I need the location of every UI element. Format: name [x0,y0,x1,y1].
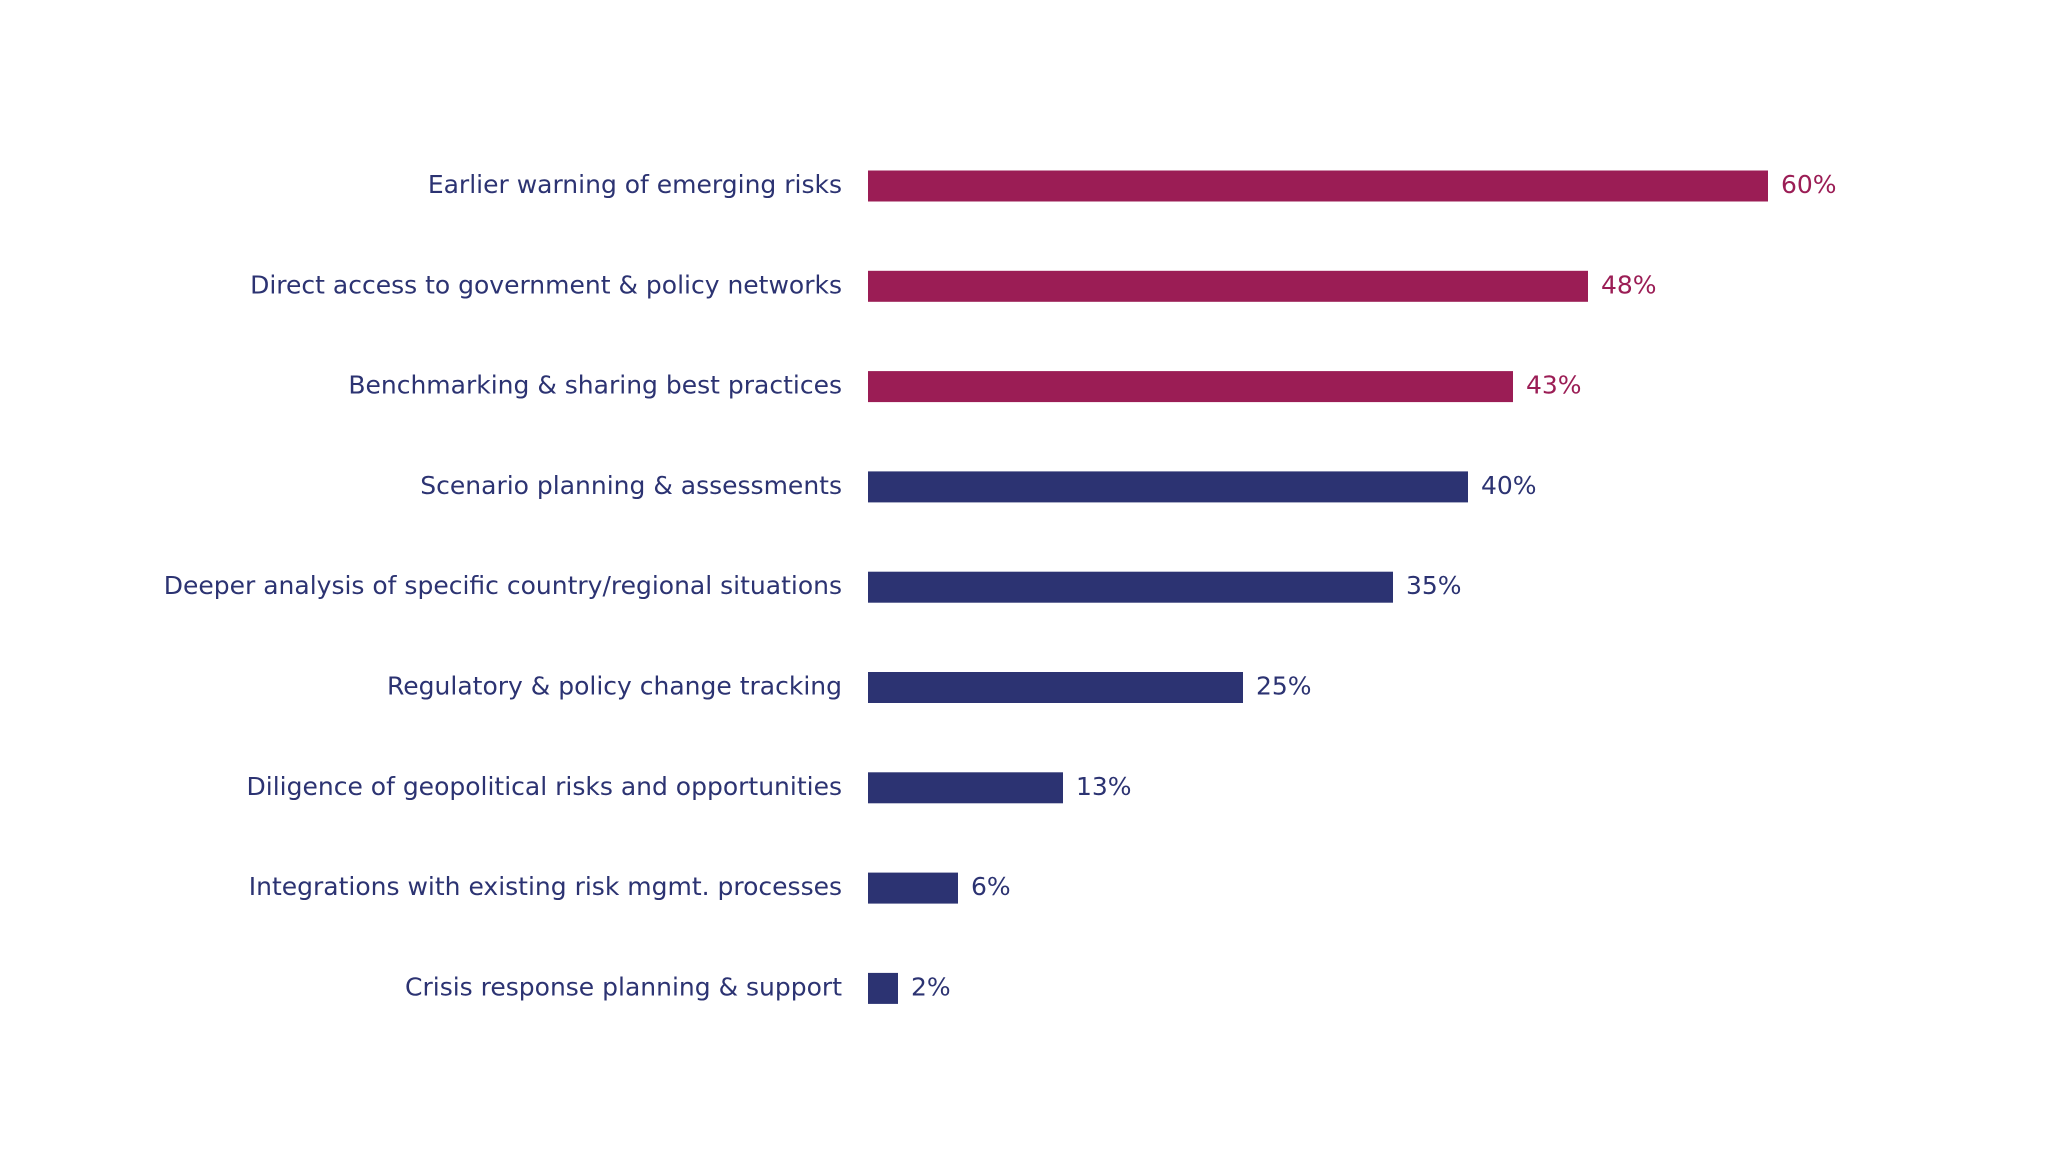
value-label: 13% [1076,772,1132,801]
bar [868,270,1588,302]
category-label: Scenario planning & assessments [420,471,842,500]
bar [868,772,1063,804]
bar [868,170,1768,202]
bar [868,672,1243,703]
value-label: 60% [1781,170,1837,199]
category-label: Direct access to government & policy net… [250,270,842,299]
value-label: 6% [971,872,1011,901]
category-label: Earlier warning of emerging risks [428,170,842,199]
bar [868,571,1393,603]
category-label: Diligence of geopolitical risks and oppo… [247,772,842,801]
value-label: 2% [911,972,951,1001]
value-label: 35% [1406,571,1462,600]
category-label: Crisis response planning & support [405,972,842,1001]
value-label: 43% [1526,371,1582,400]
category-label: Benchmarking & sharing best practices [348,371,842,400]
bar [868,972,898,1004]
bar [868,471,1468,503]
bar [868,872,958,904]
value-label: 25% [1256,672,1312,701]
category-label: Regulatory & policy change tracking [387,672,842,701]
category-label: Integrations with existing risk mgmt. pr… [249,872,842,901]
value-label: 40% [1481,471,1537,500]
value-label: 48% [1601,270,1657,299]
category-label: Deeper analysis of specific country/regi… [164,571,842,600]
bar [868,371,1513,403]
